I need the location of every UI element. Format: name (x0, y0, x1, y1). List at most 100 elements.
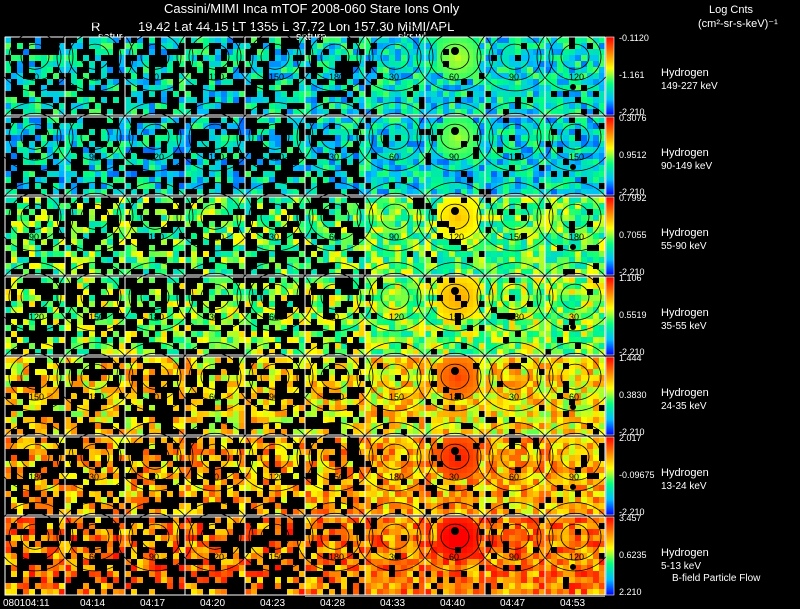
pixel (47, 91, 53, 97)
pixel (389, 313, 395, 319)
pixel (485, 183, 491, 189)
pixel (551, 123, 557, 129)
pixel (449, 307, 455, 313)
pixel (527, 331, 533, 337)
pixel (323, 109, 329, 115)
contour-line (380, 283, 410, 310)
pixel (485, 363, 491, 369)
pixel (497, 49, 503, 55)
pixel (221, 283, 227, 289)
contour-line (116, 342, 194, 412)
pixel (77, 123, 83, 129)
pixel (533, 171, 539, 177)
pixel (95, 55, 101, 61)
pixel (53, 269, 59, 275)
pixel (11, 129, 17, 135)
pixel (527, 263, 533, 269)
pixel (401, 393, 407, 399)
pixel (437, 43, 443, 49)
pixel (71, 79, 77, 85)
pixel (425, 43, 431, 49)
pixel (233, 97, 239, 103)
contour-label: 180 (509, 312, 524, 322)
pixel (281, 209, 287, 215)
pixel (23, 491, 29, 497)
pixel (563, 209, 569, 215)
pixel (539, 109, 545, 115)
contour-label: 180 (149, 312, 164, 322)
pixel (515, 67, 521, 73)
pixel (425, 67, 431, 73)
pixel (209, 67, 215, 73)
pixel (389, 349, 395, 355)
pixel (107, 301, 113, 307)
pixel (509, 97, 515, 103)
pixel (329, 233, 335, 239)
pixel (59, 103, 65, 109)
pixel (449, 301, 455, 307)
pixel (335, 313, 341, 319)
pixel (395, 109, 401, 115)
pixel (221, 227, 227, 233)
pixel (443, 135, 449, 141)
pixel (551, 221, 557, 227)
pixel (209, 429, 215, 435)
pixel (479, 417, 485, 423)
pixel (509, 399, 515, 405)
pixel (323, 73, 329, 79)
pixel (425, 263, 431, 269)
pixel (401, 203, 407, 209)
pixel (599, 363, 605, 369)
pixel (461, 97, 467, 103)
pixel (77, 301, 83, 307)
pixel (539, 331, 545, 337)
pixel (473, 319, 479, 325)
pixel (431, 423, 437, 429)
pixel (293, 283, 299, 289)
pixel (431, 43, 437, 49)
pixel (269, 417, 275, 423)
pixel (413, 189, 419, 195)
pixel (473, 203, 479, 209)
pixel (221, 73, 227, 79)
pixel (407, 301, 413, 307)
pixel (227, 209, 233, 215)
pixel (545, 183, 551, 189)
pixel (209, 393, 215, 399)
pixel (377, 319, 383, 325)
pixel (161, 171, 167, 177)
pixel (563, 301, 569, 307)
pixel (89, 269, 95, 275)
pixel (281, 369, 287, 375)
pixel (311, 97, 317, 103)
pixel (5, 117, 11, 123)
pixel (443, 343, 449, 349)
pixel (323, 97, 329, 103)
pixel (371, 349, 377, 355)
pixel (431, 141, 437, 147)
pixel (563, 61, 569, 67)
pixel (467, 363, 473, 369)
pixel (203, 37, 209, 43)
pixel (401, 417, 407, 423)
pixel (113, 37, 119, 43)
pixel (527, 369, 533, 375)
pixel (371, 405, 377, 411)
pixel (311, 269, 317, 275)
pixel (575, 141, 581, 147)
pixel (401, 405, 407, 411)
row-5-pixels (5, 437, 605, 515)
pixel (245, 251, 251, 257)
pixel (563, 55, 569, 61)
pixel (383, 263, 389, 269)
colorbar-2 (605, 196, 615, 276)
pixel (71, 129, 77, 135)
pixel (521, 319, 527, 325)
pixel (131, 393, 137, 399)
pixel (473, 233, 479, 239)
pixel (407, 381, 413, 387)
pixel (389, 37, 395, 43)
pixel (377, 43, 383, 49)
pixel (41, 177, 47, 183)
pixel (509, 197, 515, 203)
